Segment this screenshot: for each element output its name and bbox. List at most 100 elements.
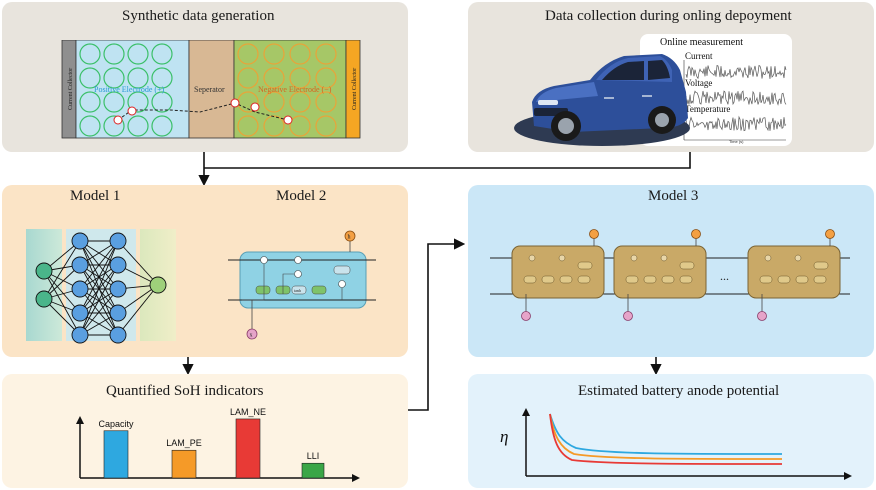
right-collector-label: Current Collector bbox=[352, 68, 358, 110]
network-node bbox=[71, 280, 89, 298]
soh-bar-label: LLI bbox=[307, 451, 320, 461]
tanh-label: tanh bbox=[294, 288, 301, 293]
car-hood bbox=[536, 82, 598, 102]
left-collector-label: Current Collector bbox=[68, 68, 74, 110]
positive-particle bbox=[127, 43, 149, 65]
anode-panel bbox=[468, 374, 874, 488]
soh-bars: Capacity LAM_PE LAM_NE LLI bbox=[98, 407, 325, 479]
positive-particle bbox=[151, 91, 173, 113]
lstm-gates bbox=[255, 265, 351, 295]
negative-particle bbox=[289, 67, 311, 89]
network-edges bbox=[43, 240, 159, 336]
current-signal bbox=[685, 64, 787, 80]
model2-title: Model 2 bbox=[276, 188, 327, 204]
voltage-signal bbox=[685, 90, 787, 106]
output-h-node bbox=[344, 230, 356, 242]
time-axis-label: Time (s) bbox=[729, 139, 744, 144]
negative-particle bbox=[289, 115, 311, 137]
anode-title: Estimated battery anode potential bbox=[578, 383, 780, 399]
network-node bbox=[35, 290, 53, 308]
positive-particle bbox=[151, 43, 173, 65]
network-node bbox=[71, 304, 89, 322]
soh-bar-chart: Capacity LAM_PE LAM_NE LLI bbox=[76, 407, 360, 482]
positive-particle bbox=[151, 67, 173, 89]
negative-particle bbox=[237, 43, 259, 65]
lstm-chain-cell bbox=[747, 229, 841, 321]
lstm-chain-cell bbox=[613, 229, 707, 321]
model3-title: Model 3 bbox=[648, 188, 699, 204]
temperature-signal bbox=[685, 115, 787, 132]
network-edge bbox=[43, 270, 81, 336]
negative-particle bbox=[237, 115, 259, 137]
negative-particle bbox=[289, 91, 311, 113]
positive-particle bbox=[103, 91, 125, 113]
network-node bbox=[71, 232, 89, 250]
ion-markers bbox=[113, 98, 293, 125]
anode-potential-plot: η bbox=[500, 408, 852, 480]
network-nodes bbox=[35, 232, 167, 344]
network-node bbox=[149, 276, 167, 294]
negative-particle bbox=[263, 115, 285, 137]
network-node bbox=[109, 326, 127, 344]
separator bbox=[188, 40, 235, 139]
soh-bar-capacity bbox=[103, 430, 129, 479]
current-label: Current bbox=[685, 51, 713, 61]
negative-particle bbox=[263, 43, 285, 65]
input-x-label: x bbox=[250, 333, 253, 339]
positive-electrode-label: Positive Electrode (+) bbox=[94, 85, 165, 94]
soh-bar-lam-pe bbox=[171, 449, 197, 479]
positive-particle bbox=[151, 115, 173, 137]
soh-bar-label: LAM_PE bbox=[166, 438, 202, 448]
car-illustration bbox=[514, 54, 690, 146]
lstm-chain: ... bbox=[490, 229, 850, 321]
output-h-label: h bbox=[348, 235, 351, 241]
positive-particle bbox=[79, 91, 101, 113]
lstm-operators bbox=[260, 256, 346, 288]
negative-particle bbox=[237, 67, 259, 89]
car-headlight bbox=[538, 100, 558, 105]
lstm-cell-model2: tanh x h bbox=[228, 230, 376, 340]
positive-particle bbox=[103, 115, 125, 137]
input-layer-band bbox=[26, 229, 62, 341]
network-node bbox=[71, 256, 89, 274]
input-x-node bbox=[246, 328, 258, 340]
synthetic-data-title: Synthetic data generation bbox=[122, 8, 275, 24]
positive-particles bbox=[79, 43, 173, 137]
positive-particle bbox=[127, 91, 149, 113]
network-edge bbox=[43, 240, 81, 300]
neural-network bbox=[26, 229, 176, 344]
negative-particle bbox=[263, 67, 285, 89]
positive-particle bbox=[127, 67, 149, 89]
anode-curve-red bbox=[549, 413, 783, 465]
network-edge bbox=[79, 240, 119, 314]
negative-particle bbox=[263, 91, 285, 113]
negative-particle bbox=[315, 67, 337, 89]
data-collection-title: Data collection during onling depoyment bbox=[545, 8, 792, 24]
soh-bar-label: Capacity bbox=[98, 419, 134, 429]
network-node bbox=[109, 256, 127, 274]
network-node bbox=[109, 232, 127, 250]
soh-bar-lli bbox=[301, 462, 325, 479]
positive-particle bbox=[103, 67, 125, 89]
soh-bar-lam-ne bbox=[235, 418, 261, 479]
soh-bar-label: LAM_NE bbox=[230, 407, 266, 417]
voltage-label: Voltage bbox=[685, 78, 713, 88]
lstm-chain-cell bbox=[511, 229, 605, 321]
online-measurement-label: Online measurement bbox=[660, 37, 744, 48]
positive-particle bbox=[79, 115, 101, 137]
anode-curve-orange bbox=[549, 413, 783, 460]
network-node bbox=[109, 280, 127, 298]
anode-y-label: η bbox=[500, 427, 508, 446]
negative-particle bbox=[315, 43, 337, 65]
model1-title: Model 1 bbox=[70, 188, 121, 204]
chain-ellipsis: ... bbox=[720, 269, 729, 283]
soh-panel bbox=[2, 374, 408, 488]
negative-particle bbox=[289, 43, 311, 65]
negative-particle bbox=[315, 115, 337, 137]
network-edge bbox=[79, 240, 119, 290]
network-edge bbox=[43, 298, 81, 336]
network-node bbox=[71, 326, 89, 344]
right-current-collector bbox=[345, 40, 361, 139]
separator-label: Seperator bbox=[194, 85, 225, 94]
